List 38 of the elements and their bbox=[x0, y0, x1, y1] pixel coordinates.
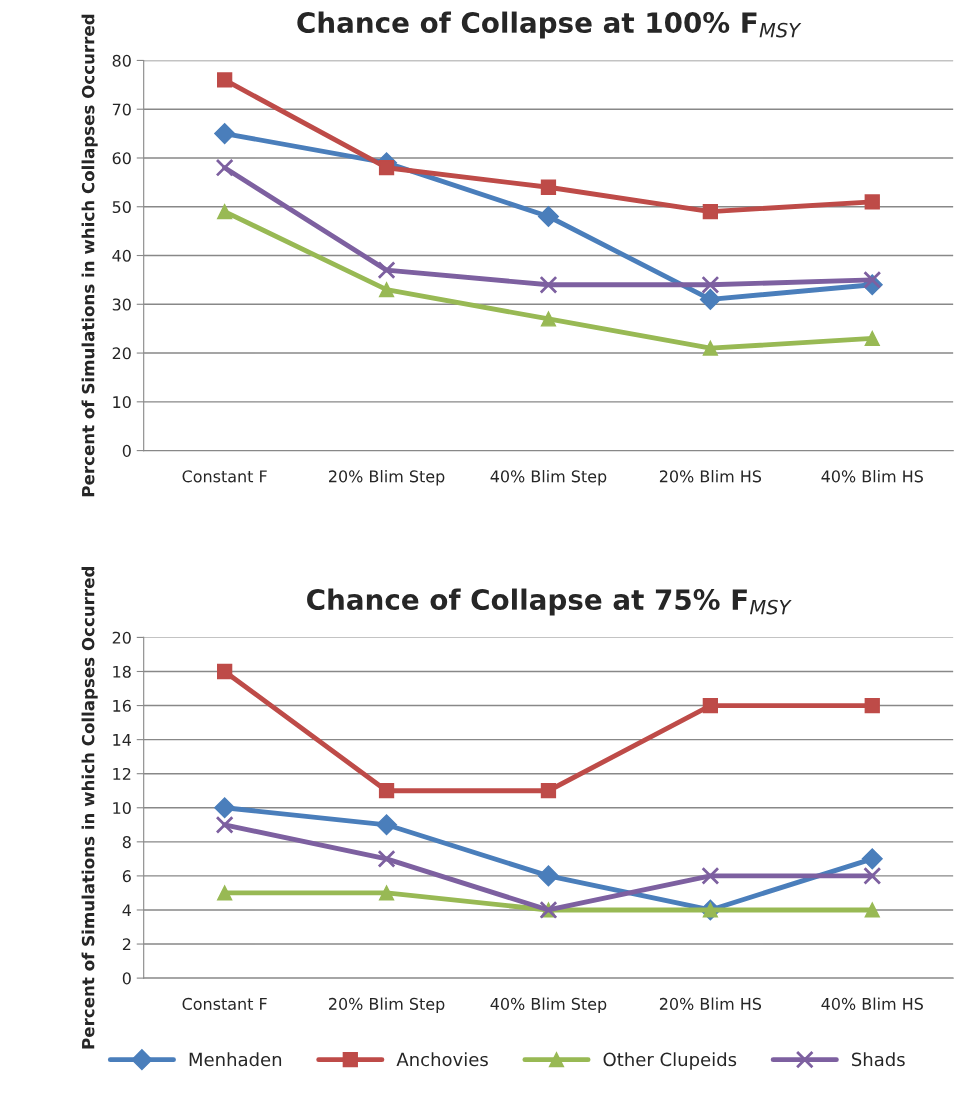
x-tick-label: 40% Blim HS bbox=[821, 470, 923, 483]
y-tick-label: 80 bbox=[112, 54, 131, 67]
x-tick-label: 20% Blim HS bbox=[659, 997, 762, 1010]
y-tick-label: 0 bbox=[122, 444, 131, 457]
legend-label: Shads bbox=[852, 1052, 905, 1067]
y-tick-label: 12 bbox=[113, 767, 131, 780]
y-tick-label: 10 bbox=[113, 396, 131, 409]
y-tick-label: 40 bbox=[112, 249, 131, 262]
x-tick-label: Constant F bbox=[182, 470, 267, 483]
y-tick-label: 14 bbox=[113, 734, 131, 746]
y-tick-label: 50 bbox=[112, 200, 131, 214]
y-tick-label: 0 bbox=[122, 972, 131, 985]
y-tick-label: 70 bbox=[112, 103, 131, 116]
y-tick-label: 20 bbox=[112, 631, 131, 644]
y-axis-title: Percent of Simulations in which Collapses Occurred bbox=[81, 14, 98, 497]
legend-label: Other Clupeids bbox=[603, 1052, 737, 1070]
x-tick-label: 40% Blim HS bbox=[821, 997, 923, 1010]
x-tick-label: 20% Blim HS bbox=[659, 470, 762, 483]
x-tick-label: 20% Blim Step bbox=[329, 470, 445, 486]
y-tick-label: 4 bbox=[122, 904, 131, 917]
x-tick-label: 40% Blim Step bbox=[490, 470, 607, 486]
chart-title: Chance of Collapse at 75% F$_{MSY}$ bbox=[307, 588, 792, 616]
x-tick-label: 40% Blim Step bbox=[490, 997, 607, 1014]
y-tick-label: 60 bbox=[112, 152, 131, 165]
y-tick-label: 18 bbox=[113, 665, 131, 678]
y-tick-label: 8 bbox=[122, 836, 131, 849]
x-tick-label: 20% Blim Step bbox=[329, 997, 445, 1014]
y-tick-label: 30 bbox=[112, 298, 131, 311]
y-tick-label: 20 bbox=[112, 347, 131, 360]
y-tick-label: 2 bbox=[122, 938, 131, 951]
x-tick-label: Constant F bbox=[182, 997, 267, 1010]
chart-title: Chance of Collapse at 100% F$_{MSY}$ bbox=[297, 11, 802, 39]
legend-label: Menhaden bbox=[189, 1052, 282, 1067]
y-tick-label: 6 bbox=[122, 870, 131, 883]
y-axis-title: Percent of Simulations in which Collapses Occurred bbox=[81, 567, 98, 1049]
y-tick-label: 10 bbox=[113, 801, 131, 815]
y-tick-label: 16 bbox=[113, 699, 131, 712]
legend-label: Anchovies bbox=[396, 1052, 488, 1067]
